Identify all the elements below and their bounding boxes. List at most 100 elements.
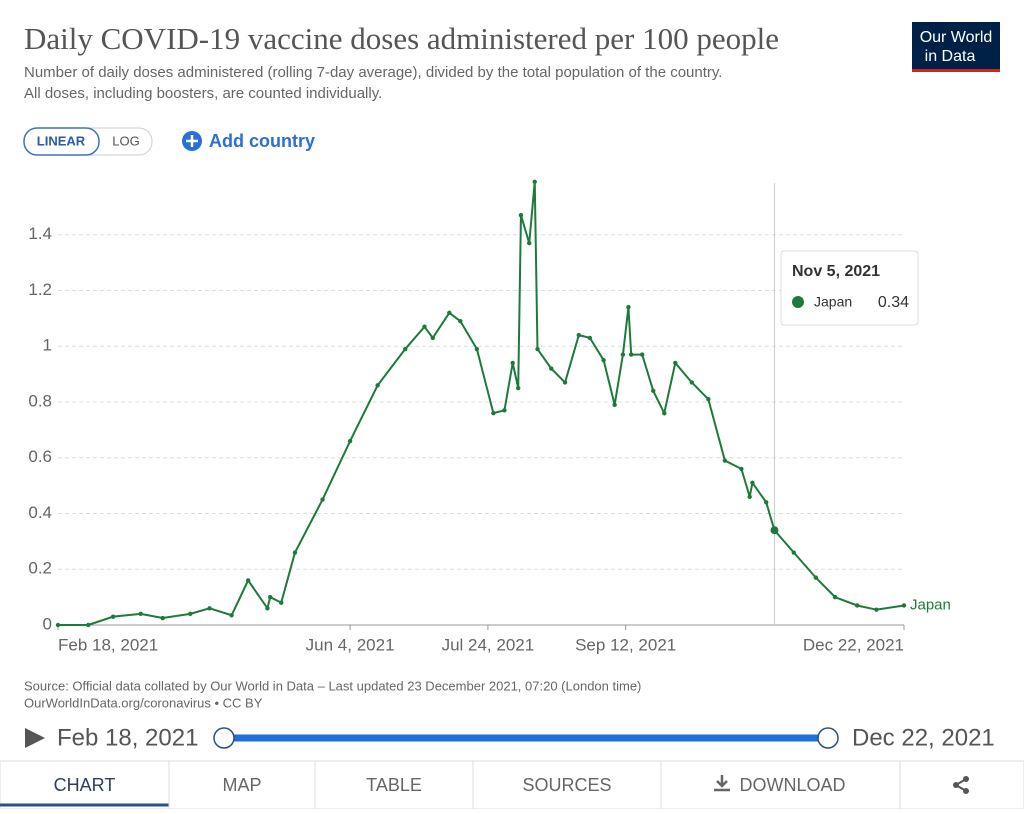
hover-point bbox=[770, 526, 779, 535]
y-tick-label: 0.4 bbox=[28, 503, 52, 522]
linear-label: LINEAR bbox=[37, 133, 86, 148]
point bbox=[510, 360, 515, 366]
point bbox=[279, 600, 284, 605]
point bbox=[901, 603, 907, 608]
y-tick-label: 1.4 bbox=[28, 224, 52, 243]
timeline-handle[interactable] bbox=[213, 727, 235, 749]
x-tick-label: Feb 18, 2021 bbox=[58, 635, 158, 654]
point bbox=[706, 397, 711, 402]
point bbox=[689, 380, 695, 385]
point bbox=[265, 606, 270, 611]
logo-text: in Data bbox=[925, 48, 976, 65]
point bbox=[764, 500, 769, 505]
point bbox=[722, 458, 728, 463]
point bbox=[628, 352, 634, 357]
timeline-end: Dec 22, 2021 bbox=[852, 724, 995, 751]
plus bbox=[186, 135, 198, 147]
point bbox=[750, 480, 755, 486]
point bbox=[458, 318, 463, 324]
point bbox=[347, 438, 353, 444]
point bbox=[813, 575, 819, 580]
point bbox=[491, 410, 496, 416]
point bbox=[320, 497, 325, 502]
point bbox=[673, 360, 678, 366]
tooltip-swatch bbox=[792, 296, 804, 308]
tooltip-date: Nov 5, 2021 bbox=[792, 263, 880, 280]
tab[interactable]: DOWNLOAD bbox=[739, 775, 845, 795]
point bbox=[229, 613, 234, 618]
source: Source: Official data collated by Our Wo… bbox=[24, 678, 641, 693]
y-tick-label: 0.6 bbox=[28, 447, 52, 466]
point bbox=[576, 332, 582, 338]
series-end-label: Japan bbox=[910, 596, 951, 613]
point bbox=[110, 614, 116, 619]
point bbox=[549, 366, 554, 371]
subtitle: Number of daily doses administered (roll… bbox=[24, 64, 722, 81]
tooltip-name: Japan bbox=[814, 294, 852, 310]
share-dot bbox=[963, 776, 969, 782]
point bbox=[601, 357, 606, 363]
point bbox=[832, 594, 838, 600]
point bbox=[138, 611, 143, 617]
logo-strip bbox=[912, 69, 1000, 72]
y-tick-label: 0.8 bbox=[28, 391, 52, 410]
point bbox=[422, 324, 427, 329]
x-tick-label: Jun 4, 2021 bbox=[306, 635, 395, 654]
point bbox=[375, 383, 380, 388]
download-icon bbox=[714, 775, 730, 792]
logo[interactable] bbox=[912, 22, 1000, 72]
point bbox=[160, 615, 165, 621]
y-tick-label: 1 bbox=[43, 336, 52, 355]
point bbox=[430, 335, 435, 341]
point bbox=[502, 408, 507, 413]
tab[interactable]: SOURCES bbox=[522, 775, 611, 795]
x-tick-label: Sep 12, 2021 bbox=[575, 635, 676, 654]
series-line bbox=[58, 181, 905, 626]
point bbox=[267, 594, 273, 600]
point bbox=[245, 578, 251, 583]
point bbox=[516, 385, 521, 391]
point bbox=[854, 603, 860, 608]
point bbox=[532, 179, 537, 184]
point bbox=[518, 213, 524, 218]
point bbox=[626, 305, 631, 310]
tab[interactable]: MAP bbox=[222, 775, 261, 795]
linear-button[interactable] bbox=[23, 127, 100, 156]
x-tick-label: Dec 22, 2021 bbox=[803, 635, 904, 654]
add-country[interactable]: Add country bbox=[209, 131, 315, 151]
chart-title: Daily COVID-19 vaccine doses administere… bbox=[24, 21, 779, 56]
timeline-handle[interactable] bbox=[817, 727, 839, 749]
tab[interactable]: CHART bbox=[54, 775, 116, 795]
y-tick-label: 1.2 bbox=[28, 280, 52, 299]
point bbox=[188, 611, 193, 617]
y-tick-label: 0.2 bbox=[28, 559, 52, 578]
point bbox=[562, 380, 568, 385]
tooltip bbox=[780, 250, 919, 326]
point bbox=[474, 346, 480, 352]
timeline-start: Feb 18, 2021 bbox=[57, 724, 198, 751]
point bbox=[447, 310, 452, 315]
point bbox=[292, 550, 298, 555]
share-dot bbox=[963, 788, 969, 794]
subtitle: All doses, including boosters, are count… bbox=[24, 85, 382, 102]
point bbox=[86, 622, 91, 628]
log-label[interactable]: LOG bbox=[112, 133, 139, 148]
point bbox=[535, 346, 540, 352]
point bbox=[403, 346, 408, 352]
point bbox=[207, 606, 212, 611]
point bbox=[55, 622, 61, 628]
y-tick-label: 0 bbox=[43, 614, 52, 633]
point bbox=[739, 466, 744, 472]
point bbox=[651, 388, 656, 394]
tab[interactable]: TABLE bbox=[366, 775, 422, 795]
source: OurWorldInData.org/coronavirus • CC BY bbox=[24, 695, 263, 710]
x-tick-label: Jul 24, 2021 bbox=[442, 635, 535, 654]
tab-bar bbox=[0, 760, 1024, 810]
point bbox=[791, 550, 796, 555]
play-button[interactable] bbox=[25, 728, 45, 748]
point bbox=[587, 335, 593, 341]
point bbox=[874, 607, 879, 612]
point bbox=[612, 402, 617, 407]
point bbox=[662, 410, 667, 416]
